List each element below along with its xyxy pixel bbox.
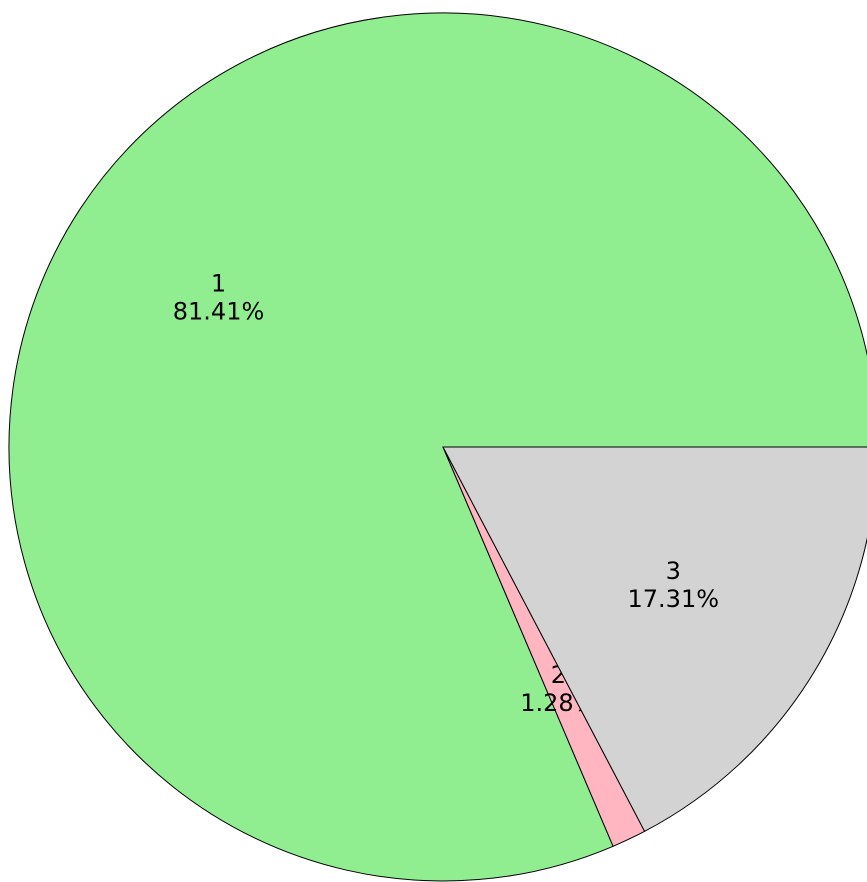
pie-slice xyxy=(442,446,867,832)
slice-value-label: 17.31% xyxy=(628,585,720,613)
pie-slice xyxy=(8,12,867,882)
slice-label: 1 xyxy=(211,270,226,298)
slice-label: 3 xyxy=(666,557,681,585)
slice-value-label: 81.41% xyxy=(173,298,265,326)
